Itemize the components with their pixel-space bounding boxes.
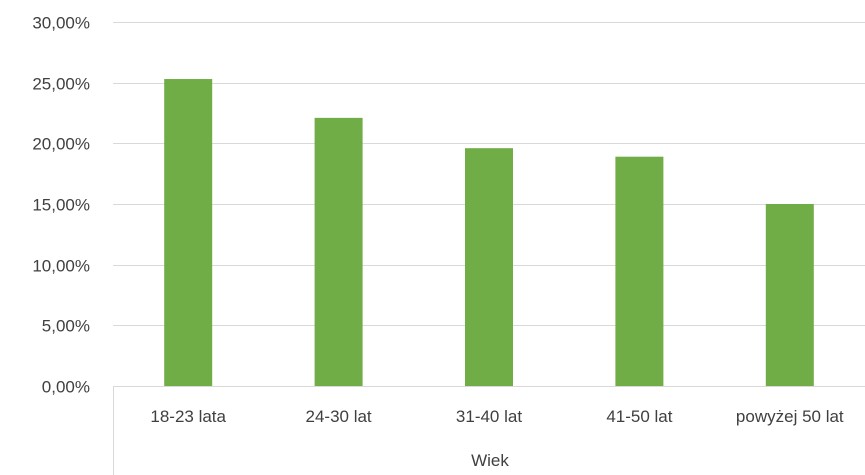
x-axis-title: Wiek (471, 451, 509, 470)
y-tick-label: 30,00% (32, 14, 90, 33)
y-tick-label: 20,00% (32, 135, 90, 154)
axes (113, 386, 865, 475)
bar-1 (314, 117, 363, 386)
bar-3 (615, 156, 664, 386)
y-tick-label: 10,00% (32, 257, 90, 276)
x-category-labels: 18-23 lata 24-30 lat 31-40 lat 41-50 lat pow… (150, 407, 844, 426)
y-tick-label: 5,00% (42, 317, 90, 336)
y-tick-label: 15,00% (32, 196, 90, 215)
x-category-label: 31-40 lat (456, 407, 522, 426)
y-tick-labels: 0,00% 5,00% 10,00% 15,00% 20,00% 25,00% 30,00% (32, 14, 90, 397)
bars (164, 79, 814, 386)
bar-0 (164, 79, 213, 386)
x-category-label: 24-30 lat (306, 407, 372, 426)
x-category-label: 18-23 lata (150, 407, 226, 426)
x-category-label: powyżej 50 lat (736, 407, 844, 426)
y-tick-label: 0,00% (42, 378, 90, 397)
bar-4 (765, 204, 814, 386)
x-category-label: 41-50 lat (606, 407, 672, 426)
bar-2 (465, 148, 513, 386)
y-tick-label: 25,00% (32, 75, 90, 94)
